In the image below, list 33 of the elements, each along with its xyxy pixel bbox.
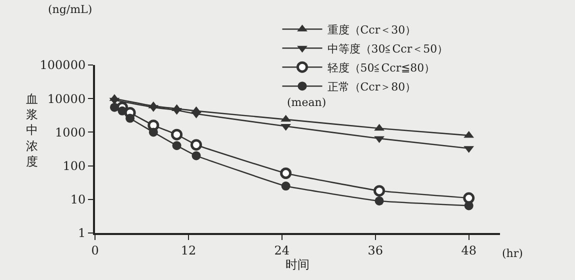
point [280, 168, 292, 179]
x-tick-label: 36 [368, 243, 384, 258]
point [172, 141, 182, 150]
y-tick-label: 10 [70, 192, 86, 207]
legend-label: 中等度（30≦Ccr＜50） [327, 42, 448, 56]
y-axis-title: 血浆中浓度 [26, 92, 38, 168]
point [281, 182, 290, 191]
y-tick-label: 10000 [47, 92, 86, 106]
y-tick-label: 1 [78, 226, 86, 240]
point [171, 128, 183, 140]
point [374, 124, 384, 131]
x-tick-label: 48 [461, 243, 476, 258]
point [126, 114, 135, 123]
y-tick-label: 100000 [40, 58, 86, 72]
point [190, 139, 202, 151]
point [464, 201, 474, 210]
point [374, 196, 384, 206]
point [463, 192, 475, 204]
point [148, 128, 158, 137]
y-tick-label: 1000 [55, 125, 86, 140]
legend-label: 正常（Ccr＞80） [327, 80, 416, 94]
x-axis-title: 时间 [286, 257, 310, 272]
legend-label: 重度（Ccr＜30） [327, 23, 416, 36]
x-tick-label: 12 [180, 243, 196, 258]
point [192, 151, 201, 160]
annotation: (mean) [287, 96, 326, 109]
text: (hr) [502, 247, 523, 260]
text: (ng/mL) [48, 3, 92, 16]
y-tick-label: 100 [62, 159, 86, 173]
legend-label: 轻度（50≦Ccr≦80） [327, 61, 436, 74]
point [374, 185, 386, 197]
x-tick-label: 0 [91, 243, 99, 258]
x-tick-label: 24 [274, 243, 290, 258]
